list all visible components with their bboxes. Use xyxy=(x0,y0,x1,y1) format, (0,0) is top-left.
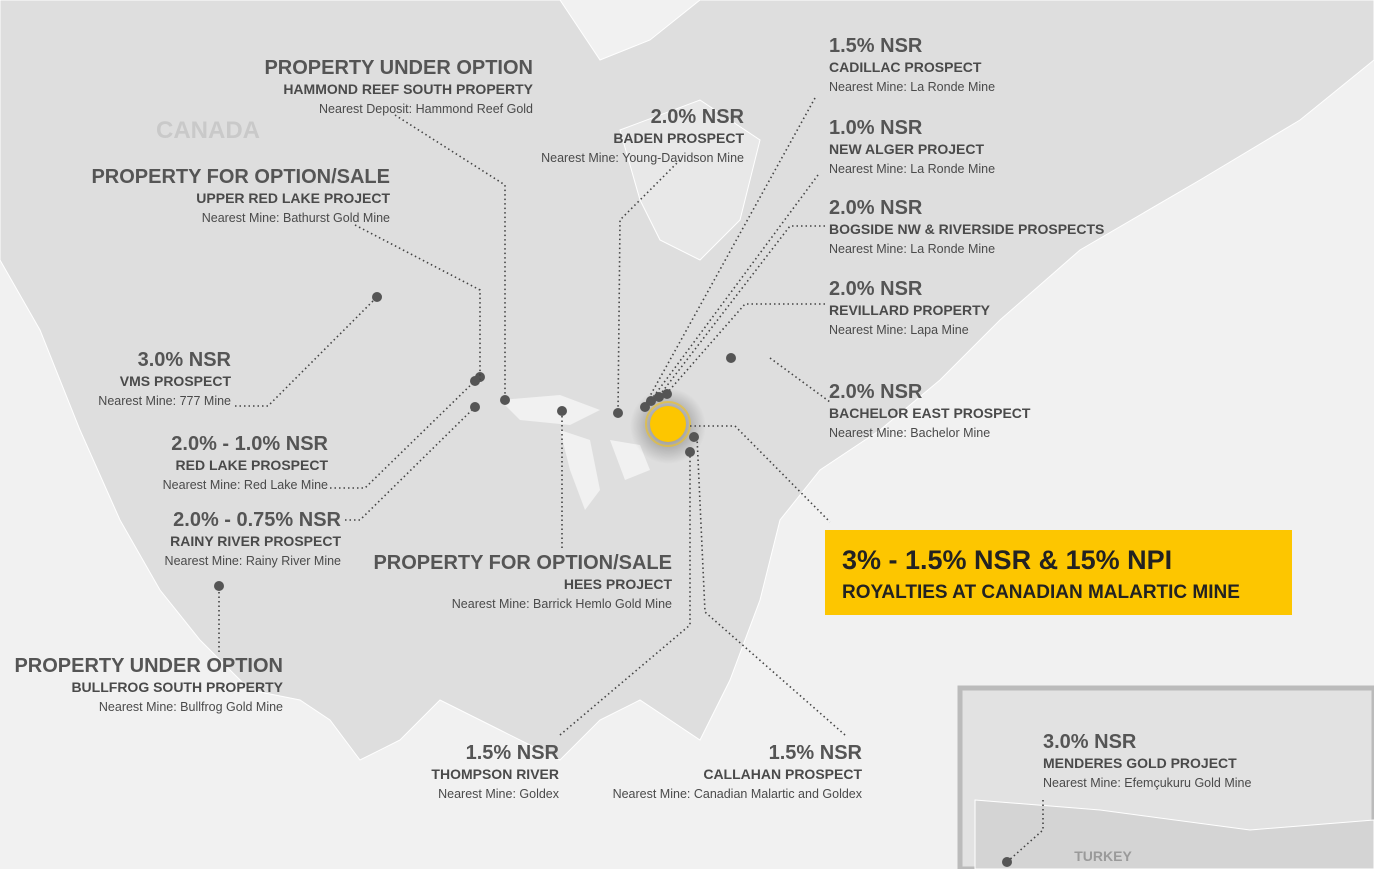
property-name: CADILLAC PROSPECT xyxy=(829,59,982,75)
property-marker xyxy=(646,396,656,406)
royalty-heading: 2.0% NSR xyxy=(829,381,923,403)
canadian-malartic-marker xyxy=(650,406,686,442)
nearest-mine: Nearest Mine: Goldex xyxy=(438,787,560,801)
property-marker xyxy=(372,292,382,302)
property-name: CALLAHAN PROSPECT xyxy=(703,766,862,782)
property-name: BADEN PROSPECT xyxy=(613,130,744,146)
property-name: BACHELOR EAST PROSPECT xyxy=(829,405,1031,421)
property-marker xyxy=(689,432,699,442)
nearest-mine: Nearest Mine: Canadian Malartic and Gold… xyxy=(613,787,863,801)
nearest-mine: Nearest Mine: Bathurst Gold Mine xyxy=(202,211,390,225)
property-marker xyxy=(470,402,480,412)
property-marker xyxy=(662,389,672,399)
royalty-heading: 1.0% NSR xyxy=(829,117,923,139)
property-marker xyxy=(557,406,567,416)
property-marker xyxy=(470,376,480,386)
nearest-mine: Nearest Mine: Young-Davidson Mine xyxy=(541,151,744,165)
property-marker xyxy=(613,408,623,418)
royalty-heading: PROPERTY UNDER OPTION xyxy=(14,655,283,677)
highlight-subheading: ROYALTIES AT CANADIAN MALARTIC MINE xyxy=(842,582,1240,603)
royalty-heading: 3.0% NSR xyxy=(138,349,232,371)
royalty-heading: 2.0% - 0.75% NSR xyxy=(173,509,341,531)
royalty-heading: PROPERTY FOR OPTION/SALE xyxy=(91,166,390,188)
royalty-heading: 2.0% NSR xyxy=(829,197,923,219)
nearest-mine: Nearest Mine: La Ronde Mine xyxy=(829,162,995,176)
highlight-box xyxy=(825,530,1292,615)
nearest-mine: Nearest Mine: Bullfrog Gold Mine xyxy=(99,700,283,714)
leader-line xyxy=(650,174,819,401)
property-name: RAINY RIVER PROSPECT xyxy=(170,533,341,549)
nearest-mine: Nearest Mine: La Ronde Mine xyxy=(829,80,995,94)
nearest-mine: Nearest Mine: Rainy River Mine xyxy=(165,554,341,568)
property-name: REVILLARD PROPERTY xyxy=(829,302,991,318)
property-name: VMS PROSPECT xyxy=(120,373,232,389)
royalty-heading: 3.0% NSR xyxy=(1043,731,1137,753)
property-name: HEES PROJECT xyxy=(564,576,673,592)
property-marker xyxy=(685,447,695,457)
leader-line xyxy=(690,425,831,523)
leader-line xyxy=(1006,800,1044,863)
property-name: UPPER RED LAKE PROJECT xyxy=(196,190,390,206)
property-name: BOGSIDE NW & RIVERSIDE PROSPECTS xyxy=(829,221,1104,237)
royalty-heading: PROPERTY FOR OPTION/SALE xyxy=(373,552,672,574)
mine-ring xyxy=(645,401,691,447)
royalty-heading: 2.0% NSR xyxy=(651,106,745,128)
property-name: THOMPSON RIVER xyxy=(431,766,559,782)
leader-line xyxy=(345,406,476,521)
property-name: NEW ALGER PROJECT xyxy=(829,141,984,157)
nearest-mine: Nearest Mine: Efemçukuru Gold Mine xyxy=(1043,776,1251,790)
property-marker xyxy=(726,353,736,363)
highlight-heading: 3% - 1.5% NSR & 15% NPI xyxy=(842,545,1172,575)
nearest-mine: Nearest Mine: 777 Mine xyxy=(98,394,231,408)
nearest-mine: Nearest Mine: Bachelor Mine xyxy=(829,426,990,440)
royalty-heading: 1.5% NSR xyxy=(829,35,923,57)
property-marker xyxy=(214,581,224,591)
property-name: MENDERES GOLD PROJECT xyxy=(1043,755,1237,771)
nearest-mine: Nearest Mine: Red Lake Mine xyxy=(163,478,328,492)
royalty-heading: 2.0% - 1.0% NSR xyxy=(171,433,328,455)
royalty-heading: 1.5% NSR xyxy=(466,742,560,764)
property-marker xyxy=(500,395,510,405)
property-name: BULLFROG SOUTH PROPERTY xyxy=(71,679,283,695)
royalty-heading: 1.5% NSR xyxy=(769,742,863,764)
leader-line xyxy=(666,303,825,394)
nearest-mine: Nearest Mine: Lapa Mine xyxy=(829,323,969,337)
property-name: RED LAKE PROSPECT xyxy=(176,457,329,473)
leader-line xyxy=(617,159,681,414)
country-label: CANADA xyxy=(156,117,260,144)
country-label: TURKEY xyxy=(1074,848,1132,864)
royalty-heading: 2.0% NSR xyxy=(829,278,923,300)
leader-line xyxy=(769,357,831,403)
property-marker xyxy=(654,392,664,402)
leader-line xyxy=(354,224,481,380)
nearest-mine: Nearest Mine: La Ronde Mine xyxy=(829,242,995,256)
nearest-mine: Nearest Deposit: Hammond Reef Gold xyxy=(319,102,533,116)
royalty-heading: PROPERTY UNDER OPTION xyxy=(264,57,533,79)
property-name: HAMMOND REEF SOUTH PROPERTY xyxy=(283,81,533,97)
leader-line xyxy=(235,296,378,407)
property-marker xyxy=(1002,857,1012,867)
nearest-mine: Nearest Mine: Barrick Hemlo Gold Mine xyxy=(452,597,672,611)
